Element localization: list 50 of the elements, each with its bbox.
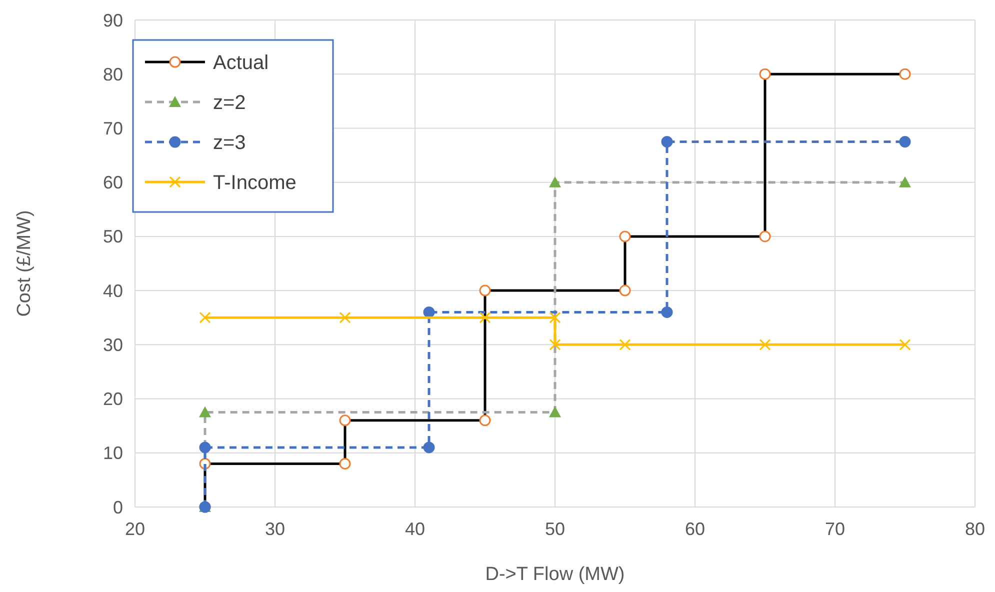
point	[899, 176, 911, 188]
legend-label: z=2	[213, 92, 246, 114]
x-tick-label: 70	[824, 519, 846, 539]
point	[661, 136, 673, 148]
point	[199, 312, 211, 324]
point	[549, 176, 561, 188]
x-tick-label: 30	[264, 519, 286, 539]
point	[899, 136, 911, 148]
point	[899, 68, 911, 80]
point	[199, 406, 211, 418]
point	[339, 414, 351, 426]
y-tick-label: 70	[102, 118, 123, 139]
x-tick-label: 40	[404, 519, 426, 539]
y-tick-label: 10	[102, 443, 123, 464]
y-tick-label: 0	[112, 497, 123, 518]
point	[619, 230, 631, 242]
x-tick-label: 80	[964, 519, 986, 539]
legend-label: T-Income	[213, 172, 296, 194]
y-axis-title: Cost (£/MW)	[14, 210, 35, 317]
legend-label: Actual	[213, 52, 269, 74]
y-tick-label: 80	[102, 64, 123, 84]
point	[423, 306, 435, 318]
y-tick-label: 50	[102, 226, 123, 247]
point	[479, 312, 491, 324]
y-tick-label: 90	[102, 10, 123, 30]
x-tick-label: 20	[124, 519, 146, 539]
y-tick-label: 60	[102, 172, 123, 193]
point	[479, 414, 491, 426]
point	[549, 312, 561, 324]
point	[549, 406, 561, 418]
point	[619, 284, 631, 296]
point	[899, 338, 911, 350]
x-tick-label: 50	[544, 519, 566, 539]
point	[619, 338, 631, 350]
point	[759, 230, 771, 242]
y-tick-label: 40	[102, 280, 123, 301]
x-tick-label: 60	[684, 519, 706, 539]
point	[759, 68, 771, 80]
point	[339, 458, 351, 470]
legend-label: z=3	[213, 132, 246, 154]
point	[759, 338, 771, 350]
point	[661, 306, 673, 318]
y-tick-label: 30	[102, 334, 123, 355]
point	[479, 284, 491, 296]
point	[199, 442, 211, 454]
point	[339, 312, 351, 324]
point	[549, 338, 561, 350]
x-axis-title: D->T Flow (MW)	[485, 564, 625, 585]
point	[423, 442, 435, 454]
y-tick-label: 20	[102, 389, 123, 410]
